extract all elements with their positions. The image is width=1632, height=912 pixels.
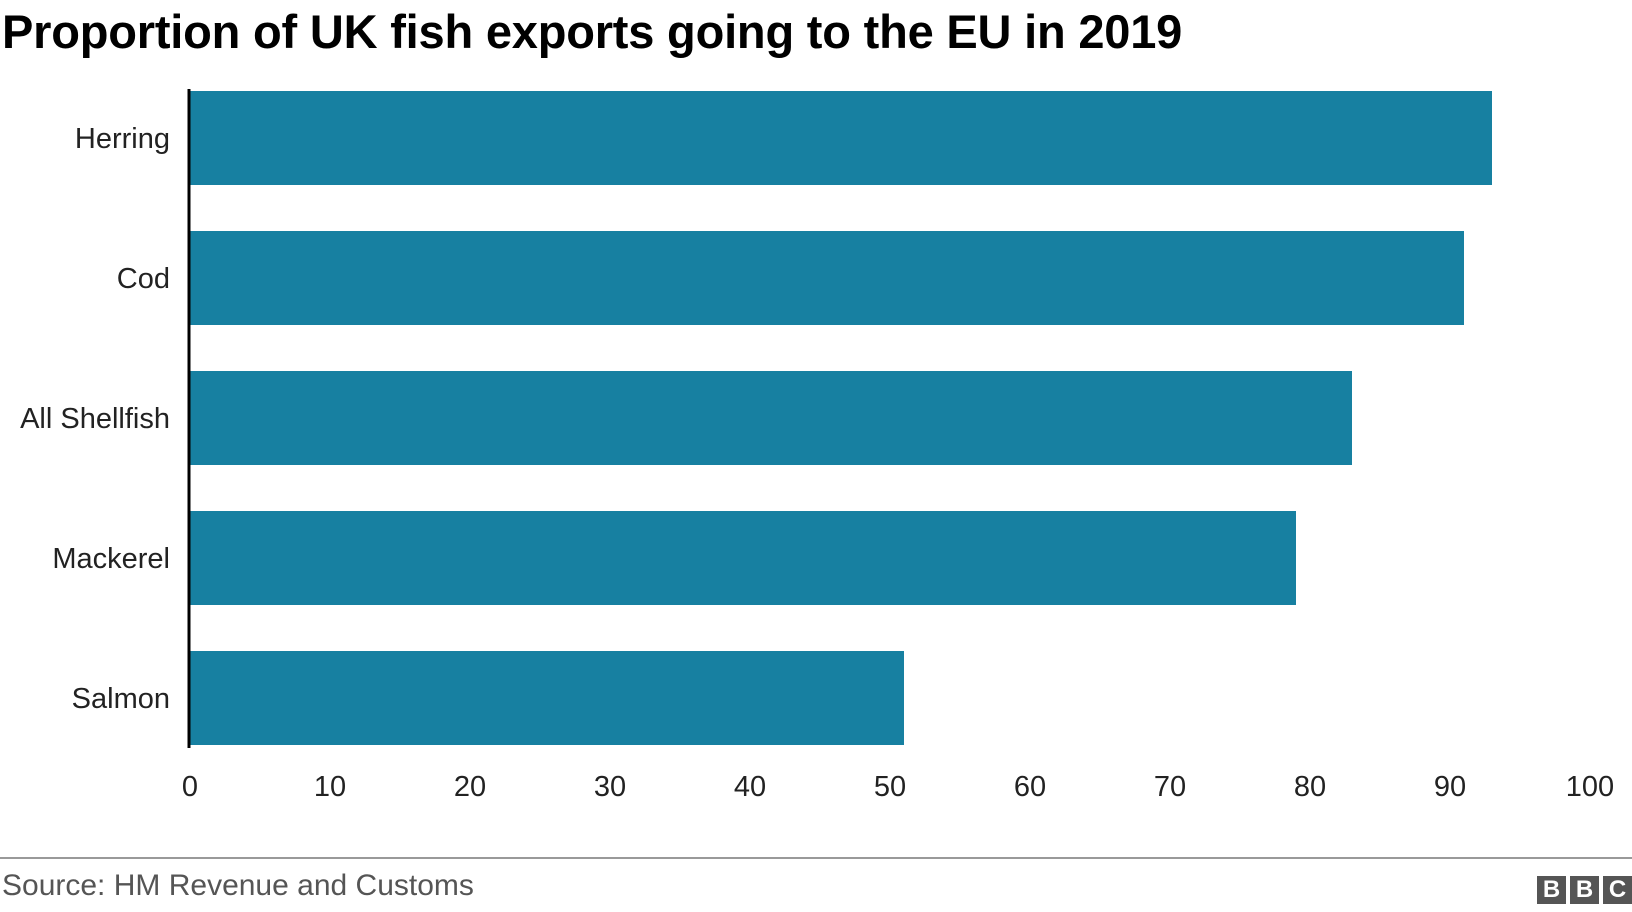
- footer-divider: [0, 857, 1632, 859]
- logo-letter: B: [1570, 876, 1599, 904]
- category-label: Herring: [75, 123, 170, 155]
- source-note: Source: HM Revenue and Customs: [2, 869, 474, 902]
- category-labels: Herring Cod All Shellfish Mackerel Salmon: [20, 123, 170, 715]
- chart-title: Proportion of UK fish exports going to t…: [2, 5, 1183, 58]
- x-tick-label: 60: [1014, 771, 1046, 803]
- category-label: Mackerel: [52, 543, 170, 575]
- x-tick-label: 20: [454, 771, 486, 803]
- x-tick-label: 100: [1566, 771, 1614, 803]
- x-tick-labels: 0 10 20 30 40 50 60 70 80 90 100: [182, 771, 1614, 803]
- category-label: Salmon: [72, 683, 170, 715]
- bars-group: [190, 91, 1492, 745]
- logo-letter: C: [1603, 876, 1632, 904]
- x-tick-label: 50: [874, 771, 906, 803]
- logo-letter: B: [1537, 876, 1566, 904]
- x-tick-label: 0: [182, 771, 198, 803]
- x-tick-label: 90: [1434, 771, 1466, 803]
- bar-all-shellfish: [190, 371, 1352, 465]
- bar-herring: [190, 91, 1492, 185]
- category-label: All Shellfish: [20, 403, 170, 435]
- x-tick-label: 30: [594, 771, 626, 803]
- bbc-logo: B B C: [1537, 876, 1632, 904]
- bar-mackerel: [190, 511, 1296, 605]
- x-tick-label: 10: [314, 771, 346, 803]
- category-label: Cod: [117, 263, 170, 295]
- x-tick-label: 70: [1154, 771, 1186, 803]
- x-tick-label: 80: [1294, 771, 1326, 803]
- bar-salmon: [190, 651, 904, 745]
- bar-cod: [190, 231, 1464, 325]
- x-tick-label: 40: [734, 771, 766, 803]
- bar-chart: Herring Cod All Shellfish Mackerel Salmon 0 1…: [20, 89, 1614, 803]
